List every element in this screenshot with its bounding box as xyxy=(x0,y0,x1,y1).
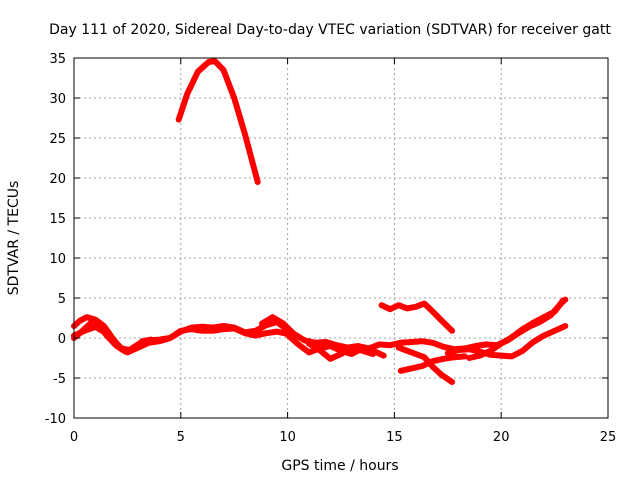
series-line-arc-a xyxy=(175,58,261,185)
y-axis-label: SDTVAR / TECUs xyxy=(6,181,22,296)
plot-frame xyxy=(73,57,609,419)
y-tick-label: 30 xyxy=(49,92,66,107)
x-tick-label: 25 xyxy=(600,430,617,445)
series-line-arc-l xyxy=(466,297,567,361)
data-series xyxy=(71,58,569,385)
x-tick-label: 0 xyxy=(70,430,78,445)
x-tick-label: 20 xyxy=(493,430,510,445)
y-tick-label: 35 xyxy=(49,52,66,67)
x-tick-label: 15 xyxy=(386,430,403,445)
y-tick-label: 25 xyxy=(49,132,66,147)
series-line-arc-g xyxy=(306,340,376,362)
y-tick-label: -10 xyxy=(45,412,66,427)
series-line-arc-k xyxy=(444,323,569,360)
series-line-arc-h xyxy=(378,300,456,334)
y-tick-label: -5 xyxy=(53,372,66,387)
grid xyxy=(74,58,608,418)
x-tick-label: 10 xyxy=(279,430,296,445)
y-tick-label: 20 xyxy=(49,172,66,187)
y-tick-label: 5 xyxy=(58,292,66,307)
chart-title: Day 111 of 2020, Sidereal Day-to-day VTE… xyxy=(49,22,611,38)
series-line-arc-d xyxy=(71,319,154,355)
y-tick-label: 10 xyxy=(49,252,66,267)
y-tick-label: 15 xyxy=(49,212,66,227)
y-tick-label: 0 xyxy=(58,332,66,347)
series-line-arc-j xyxy=(397,353,468,374)
x-axis-label: GPS time / hours xyxy=(281,458,398,474)
x-tick-label: 5 xyxy=(177,430,185,445)
axis-ticks: 0 5 10 15 20 25 -10 -5 0 5 10 15 20 25 30 35 xyxy=(45,52,617,445)
series-line-arc-i xyxy=(395,344,456,385)
